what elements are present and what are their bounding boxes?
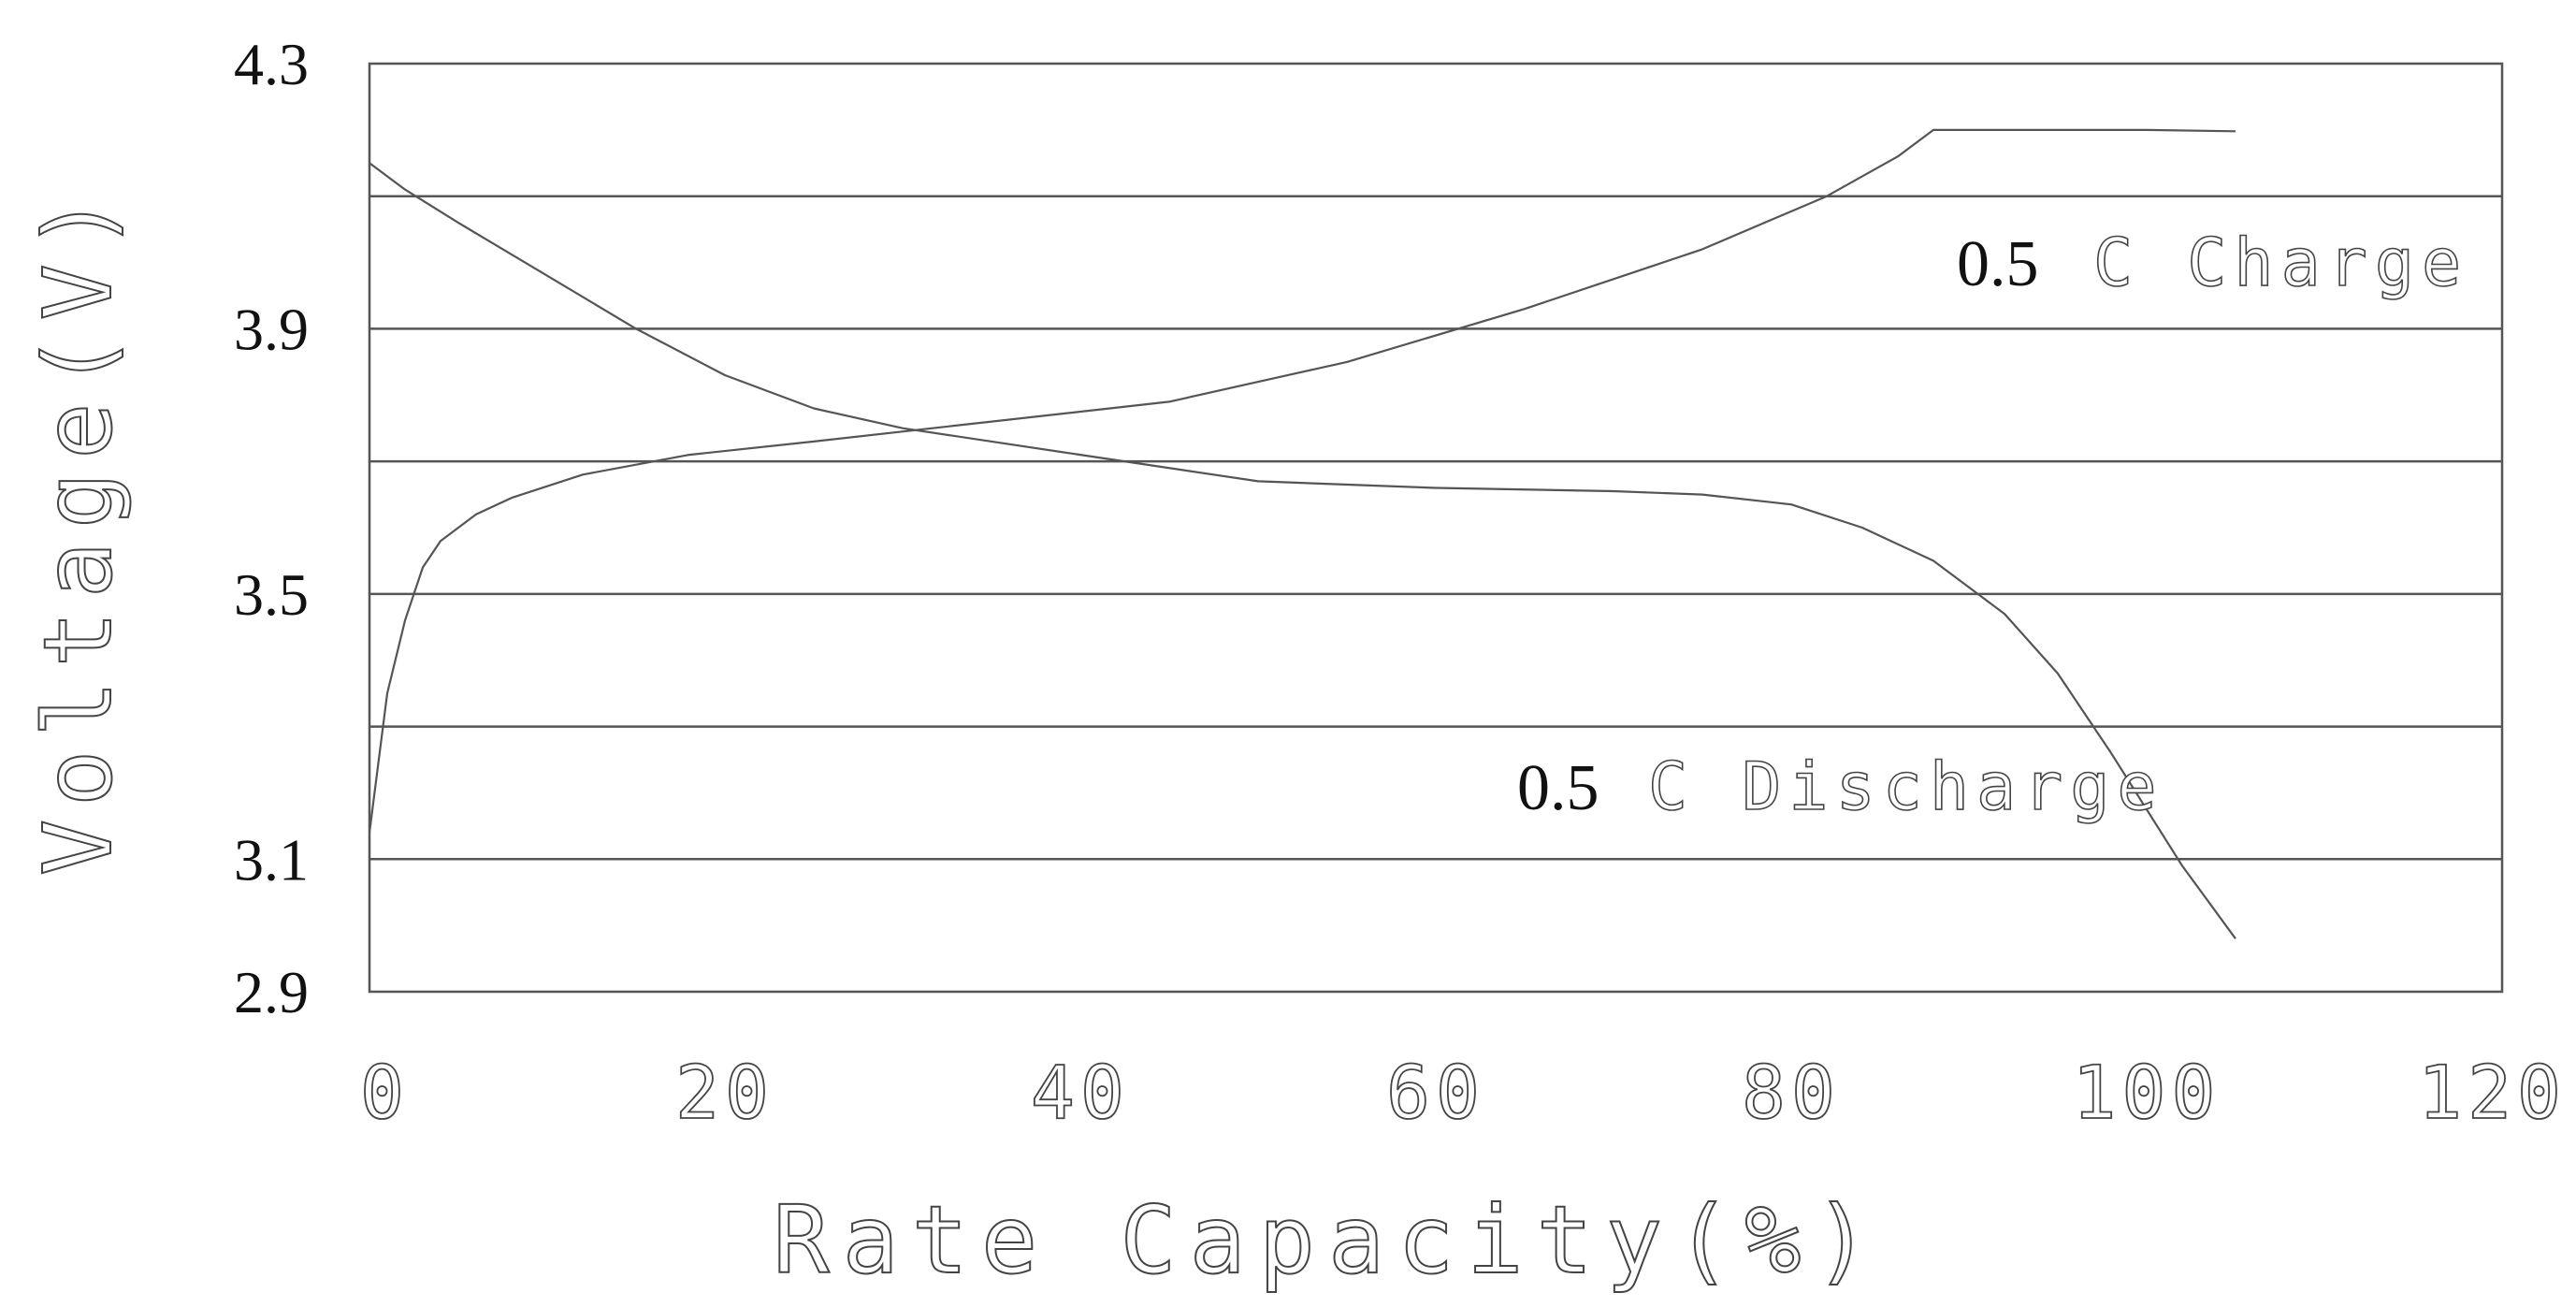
charge-label-text: C Charge <box>2093 225 2468 301</box>
y-tick-labels: 2.9 3.1 3.5 3.9 4.3 <box>234 31 309 1025</box>
y-tick-label: 3.9 <box>234 296 309 362</box>
gridlines <box>369 195 2502 861</box>
charge-curve <box>368 128 2236 834</box>
y-tick-label: 3.1 <box>234 826 309 893</box>
x-tick-label: 60 <box>1386 1052 1485 1136</box>
plot-frame <box>368 62 2504 994</box>
x-tick-label: 20 <box>675 1052 774 1136</box>
series-label-charge: 0.5 C Charge <box>1957 224 2468 302</box>
x-tick-label: 0 <box>360 1052 410 1136</box>
x-tick-label: 100 <box>2073 1052 2221 1136</box>
y-axis-label: Voltage(V) <box>23 182 133 876</box>
series-label-discharge: 0.5 C Discharge <box>1517 748 2164 826</box>
x-axis-label: Rate Capacity(%) <box>773 1185 1883 1295</box>
series-lines <box>368 128 2236 939</box>
discharge-curve <box>369 162 2236 939</box>
y-tick-label: 3.5 <box>234 561 309 628</box>
x-tick-label: 40 <box>1031 1052 1130 1136</box>
discharge-label-value: 0.5 <box>1517 752 1599 824</box>
y-tick-label: 4.3 <box>234 31 309 97</box>
discharge-label-text: C Discharge <box>1648 748 2164 825</box>
charge-label-value: 0.5 <box>1957 228 2039 300</box>
x-tick-labels: 0 20 40 60 80 100 120 <box>359 1051 2567 1137</box>
y-tick-label: 2.9 <box>234 959 309 1025</box>
x-tick-label: 80 <box>1742 1052 1841 1136</box>
x-tick-label: 120 <box>2418 1052 2567 1136</box>
